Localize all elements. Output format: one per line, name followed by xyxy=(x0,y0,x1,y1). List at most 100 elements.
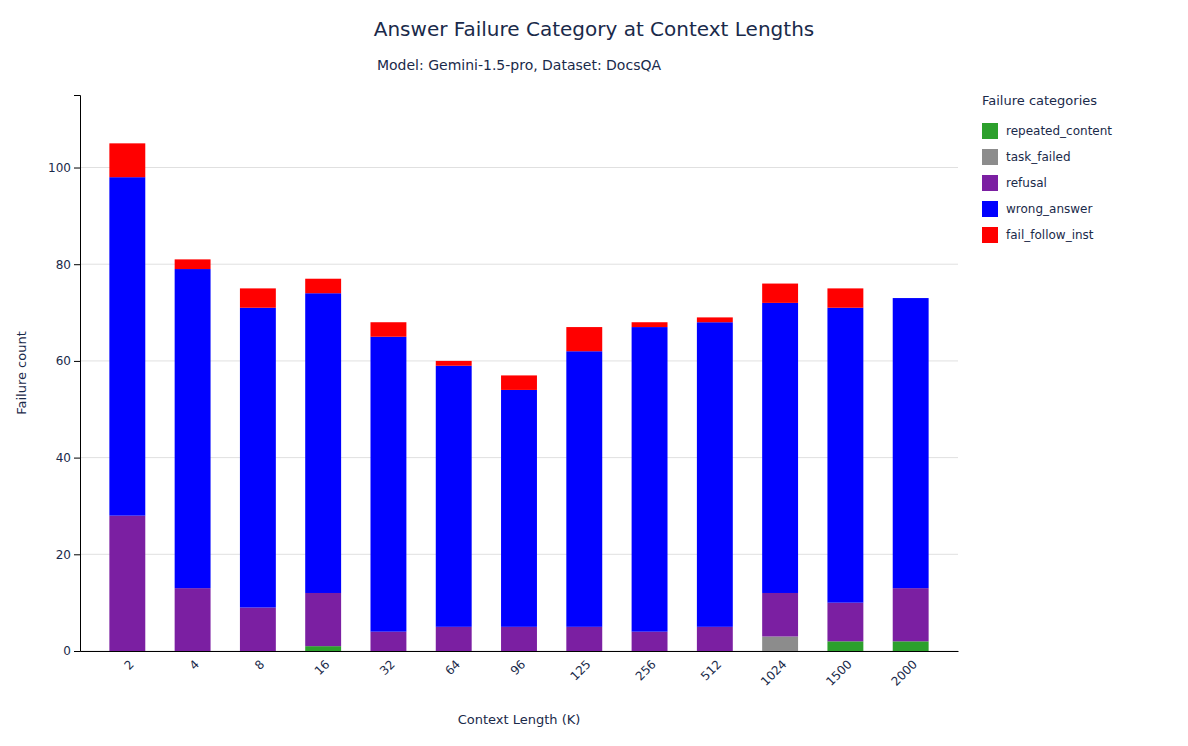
bar-segment xyxy=(175,269,211,588)
x-tick-label: 2000 xyxy=(889,657,920,688)
x-tick: 2000 xyxy=(889,657,920,688)
bar-segment xyxy=(175,588,211,651)
bar-segment xyxy=(566,351,602,627)
legend-item: task_failed xyxy=(982,149,1071,165)
x-axis: 24816326496125256512102415002000 xyxy=(81,652,959,689)
x-axis-title: Context Length (K) xyxy=(458,712,581,727)
bar-segment xyxy=(893,641,929,651)
bar-segment xyxy=(501,390,537,627)
y-tick-mark xyxy=(74,361,80,362)
x-tick: 256 xyxy=(633,657,659,683)
y-tick: 100 xyxy=(48,161,80,175)
subtitle: Model: Gemini-1.5-pro, Dataset: DocsQA xyxy=(377,57,661,73)
x-tick: 1500 xyxy=(823,657,854,688)
grid xyxy=(80,168,958,651)
bar-segment xyxy=(827,308,863,603)
grid-line xyxy=(80,264,958,265)
x-axis-line xyxy=(81,651,959,652)
series-bars xyxy=(109,143,863,390)
bar-segment xyxy=(501,375,537,390)
bar-segment xyxy=(305,279,341,294)
bar-segment xyxy=(109,143,145,177)
y-tick-mark xyxy=(74,554,80,555)
legend-label: refusal xyxy=(1006,176,1047,190)
legend-swatch xyxy=(982,201,998,217)
y-tick: 0 xyxy=(63,644,80,658)
series-bars xyxy=(762,636,798,651)
bar-segment xyxy=(697,627,733,651)
y-tick-label: 40 xyxy=(56,451,71,465)
bar-segment xyxy=(697,317,733,322)
bar-segment xyxy=(175,259,211,269)
x-tick: 125 xyxy=(568,657,594,683)
legend-item: wrong_answer xyxy=(982,201,1092,217)
legend-item: fail_follow_inst xyxy=(982,227,1094,243)
bar-segment xyxy=(632,327,668,632)
bar-segment xyxy=(370,632,406,651)
legend-label: wrong_answer xyxy=(1006,202,1092,216)
y-tick-label: 100 xyxy=(48,161,71,175)
bar-segment xyxy=(240,607,276,651)
grid-line xyxy=(80,167,958,168)
bar-segment xyxy=(893,588,929,641)
legend: Failure categories repeated_content task_f… xyxy=(982,93,1112,243)
bar-segment xyxy=(893,298,929,588)
bars xyxy=(109,143,928,651)
x-tick-label: 64 xyxy=(442,657,463,678)
x-tick: 8 xyxy=(252,657,267,672)
x-tick: 96 xyxy=(508,657,529,678)
bar-segment xyxy=(566,327,602,351)
bar-segment xyxy=(370,322,406,337)
bar-segment xyxy=(893,298,929,299)
y-tick-label: 20 xyxy=(56,548,71,562)
legend-swatch xyxy=(982,149,998,165)
y-tick: 20 xyxy=(56,548,80,562)
bar-segment xyxy=(436,361,472,366)
bar-segment xyxy=(762,636,798,651)
bar-segment xyxy=(436,366,472,627)
legend-label: fail_follow_inst xyxy=(1006,228,1094,242)
y-tick-label: 0 xyxy=(63,644,71,658)
x-tick-label: 125 xyxy=(568,657,594,683)
x-tick-label: 1024 xyxy=(758,657,789,688)
bar-segment xyxy=(370,337,406,632)
grid-line xyxy=(80,360,958,361)
legend-item: refusal xyxy=(982,175,1047,191)
y-tick-mark xyxy=(74,651,80,652)
chart-svg: 0204060801002481632649612525651210241500… xyxy=(0,0,1188,746)
y-tick: 40 xyxy=(56,451,80,465)
bar-segment xyxy=(501,627,537,651)
bar-segment xyxy=(305,646,341,651)
x-tick-label: 256 xyxy=(633,657,659,683)
y-axis-line xyxy=(74,96,81,652)
legend-item: repeated_content xyxy=(982,123,1112,139)
y-tick-label: 60 xyxy=(56,354,71,368)
x-tick-label: 2 xyxy=(121,657,136,672)
x-tick-label: 4 xyxy=(187,657,202,672)
x-tick: 16 xyxy=(312,657,333,678)
x-tick: 64 xyxy=(442,657,463,678)
x-tick-label: 1500 xyxy=(823,657,854,688)
bar-segment xyxy=(697,322,733,627)
x-tick: 4 xyxy=(187,657,202,672)
bar-segment xyxy=(305,293,341,593)
legend-title: Failure categories xyxy=(982,93,1097,108)
bar-segment xyxy=(762,284,798,303)
bar-segment xyxy=(827,603,863,642)
series-bars xyxy=(109,177,928,631)
bar-segment xyxy=(827,641,863,651)
y-axis: 020406080100 xyxy=(48,96,80,659)
bar-segment xyxy=(436,627,472,651)
bar-segment xyxy=(827,288,863,307)
bar-segment xyxy=(632,322,668,327)
legend-swatch xyxy=(982,175,998,191)
x-tick: 2 xyxy=(121,657,136,672)
plot: 0204060801002481632649612525651210241500… xyxy=(48,96,958,689)
bar-segment xyxy=(240,288,276,307)
bar-segment xyxy=(762,303,798,593)
title: Answer Failure Category at Context Lengt… xyxy=(374,17,814,41)
y-tick-mark xyxy=(74,264,80,265)
legend-label: repeated_content xyxy=(1006,124,1112,138)
y-tick-mark xyxy=(74,458,80,459)
x-tick-label: 32 xyxy=(377,657,398,678)
